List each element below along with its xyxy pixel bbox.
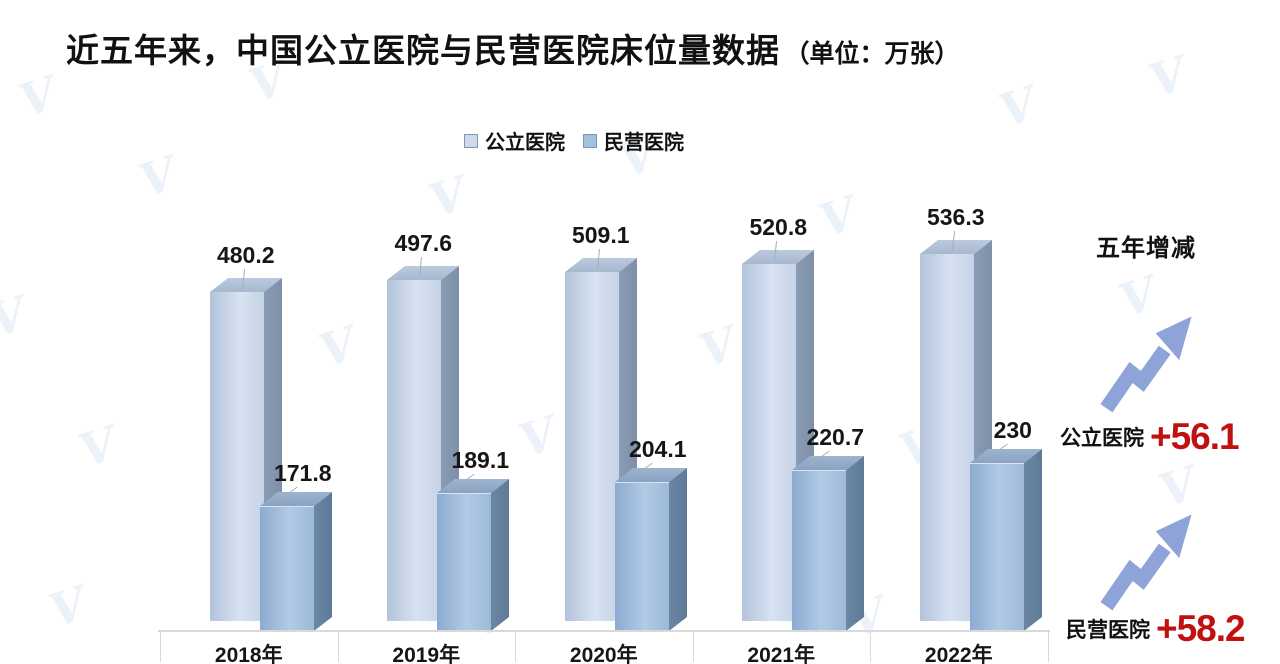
bar-side-face: [491, 478, 509, 631]
summary-label-public: 公立医院: [1060, 427, 1144, 450]
summary-row-public: 公立医院 +56.1: [1060, 416, 1240, 458]
watermark-v: V: [312, 315, 364, 379]
bar-front-face: [210, 292, 264, 621]
watermark-v: V: [512, 405, 564, 469]
legend-label: 民营医院: [604, 132, 684, 154]
value-label-private-2021: 220.7: [806, 424, 865, 450]
watermark-v: V: [132, 145, 184, 209]
bar-front-face: [260, 506, 314, 631]
bar-front-face: [970, 463, 1024, 631]
x-axis-tick: [338, 631, 339, 662]
value-label-public-2018: 480.2: [216, 242, 275, 268]
x-axis-label-2018: 2018年: [214, 644, 283, 664]
value-label-public-2020: 509.1: [571, 222, 630, 248]
watermark-v: V: [12, 65, 64, 129]
x-axis-label-2021: 2021年: [747, 644, 816, 664]
x-axis-tick: [515, 631, 516, 662]
x-axis-label-2020: 2020年: [569, 644, 638, 664]
value-label-public-2022: 536.3: [926, 204, 985, 230]
summary-heading: 五年增减: [1096, 235, 1196, 262]
page-title: 近五年来，中国公立医院与民营医院床位量数据 （单位：万张）: [66, 24, 959, 72]
value-label-public-2021: 520.8: [749, 214, 808, 240]
page-title-unit: （单位：万张）: [784, 40, 960, 68]
x-axis-tick: [870, 631, 871, 662]
bar-front-face: [742, 264, 796, 621]
bar-side-face: [1024, 448, 1042, 631]
chart-legend: 公立医院 民营医院: [464, 126, 684, 155]
x-axis-tick: [1048, 631, 1049, 662]
value-label-public-2019: 497.6: [394, 230, 453, 256]
x-axis-label-2019: 2019年: [392, 644, 461, 664]
value-label-private-2020: 204.1: [628, 436, 687, 462]
value-label-private-2018: 171.8: [273, 460, 332, 486]
bar-front-face: [387, 280, 441, 621]
value-label-private-2019: 189.1: [451, 447, 510, 473]
x-axis-tick: [160, 631, 161, 662]
x-axis-tick: [693, 631, 694, 662]
summary-label-private: 民营医院: [1066, 619, 1150, 642]
watermark-v: V: [692, 315, 744, 379]
bar-side-face: [846, 455, 864, 631]
watermark-v: V: [0, 285, 34, 349]
legend-label: 公立医院: [485, 132, 565, 154]
watermark-v: V: [422, 165, 474, 229]
summary-row-private: 民营医院 +58.2: [1066, 608, 1246, 650]
summary-value-public: +56.1: [1150, 416, 1240, 457]
watermark-v: V: [72, 415, 124, 479]
legend-swatch-icon: [583, 133, 597, 148]
watermark-v: V: [992, 75, 1044, 139]
summary-value-private: +58.2: [1156, 608, 1246, 649]
watermark-v: V: [42, 575, 94, 639]
watermark-v: V: [812, 185, 864, 249]
bar-front-face: [920, 254, 974, 621]
value-label-private-2022: 230: [993, 417, 1032, 443]
bar-front-face: [565, 272, 619, 621]
x-axis-line: [158, 630, 1050, 632]
bar-side-face: [669, 467, 687, 631]
legend-item-public: 公立医院: [464, 126, 565, 155]
bar-front-face: [792, 470, 846, 631]
trend-up-arrow-icon: [1100, 316, 1192, 413]
trend-up-arrow-icon: [1100, 514, 1192, 611]
legend-item-private: 民营医院: [583, 126, 684, 155]
bar-front-face: [615, 482, 669, 631]
bar-side-face: [314, 491, 332, 631]
watermark-v: V: [1142, 45, 1194, 109]
page-title-text: 近五年来，中国公立医院与民营医院床位量数据: [66, 32, 780, 69]
x-axis-label-2022: 2022年: [924, 644, 993, 664]
bar-front-face: [437, 493, 491, 631]
legend-swatch-icon: [464, 133, 478, 148]
